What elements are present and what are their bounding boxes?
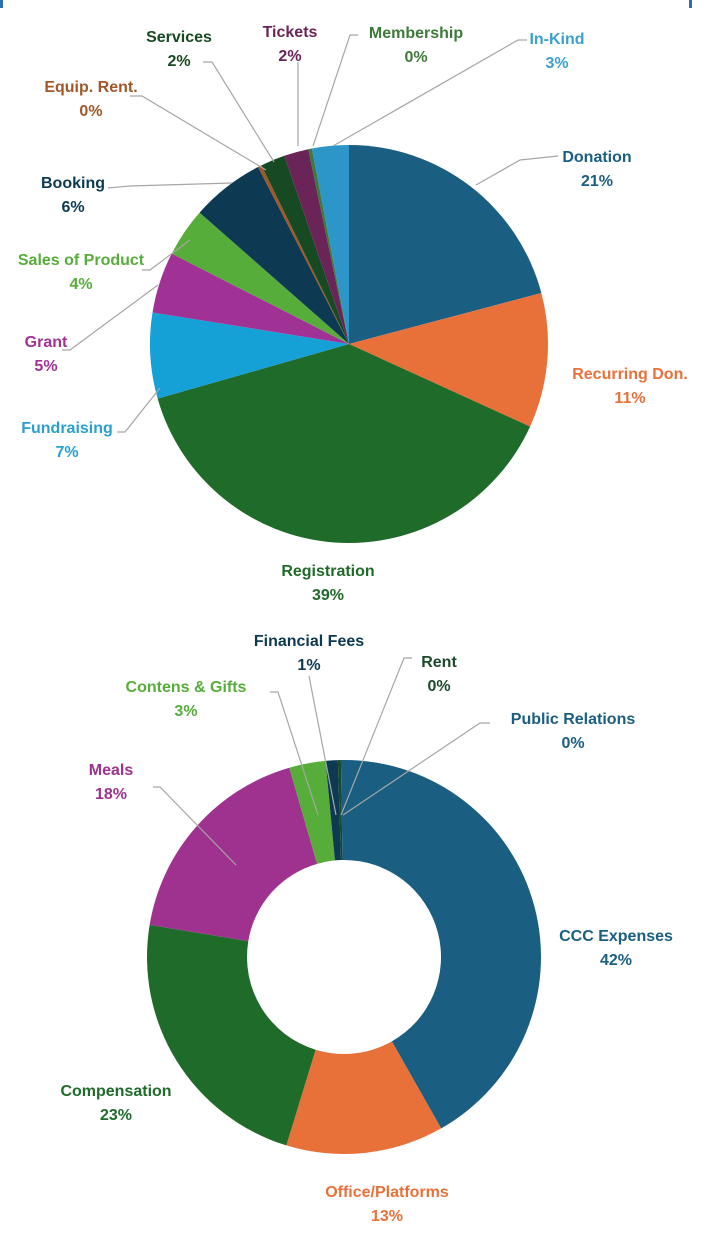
data-label: Membership 0% [369,22,463,70]
data-label: Equip. Rent. 0% [44,76,137,124]
leader-line [153,786,237,866]
donut-slice-financial-fees [325,760,341,861]
leader-line [203,61,275,163]
category-label: Office/Platforms [325,1184,449,1201]
pie-slice-fundraising [150,312,349,399]
category-label: Registration [281,563,375,580]
percent-label: 3% [545,55,569,72]
data-label: In-Kind 3% [529,28,584,76]
leader-line [475,155,559,186]
pie-slice-tickets [284,149,349,344]
percent-label: 0% [404,49,428,66]
category-label: Rent [421,654,457,671]
category-label: Services [146,29,212,46]
donut-slice-office-platforms [286,1041,442,1155]
pie-slice-equip-rent- [258,165,349,344]
percent-label: 23% [99,1107,133,1124]
data-label: Recurring Don. 11% [572,363,688,411]
leader-line [312,34,358,147]
data-label: Registration 39% [281,560,374,608]
percent-label: 4% [69,276,93,293]
pie-slice-recurring-don- [349,292,548,427]
data-label: Fundraising 7% [21,417,113,465]
donut-slice-rent [337,760,343,861]
leader-line [308,675,337,816]
leader-line [340,657,412,816]
percent-label: 39% [311,587,345,604]
percent-label: 2% [167,53,191,70]
pie-slice-grant [152,253,349,344]
percent-label: 7% [55,444,79,461]
category-label: Equip. Rent. [44,79,138,96]
data-label: Rent 0% [421,651,457,699]
percent-label: 42% [599,952,633,969]
percent-label: 6% [61,199,85,216]
category-label: Contens & Gifts [125,679,247,696]
data-label: Public Relations 0% [511,708,635,756]
data-label: Meals 18% [89,759,133,807]
leader-line [62,284,159,351]
percent-label: 21% [580,173,614,190]
donut-slice-contens-gifts [289,760,335,864]
data-label: Tickets 2% [263,21,318,69]
category-label: Compensation [60,1083,172,1100]
pie-slice-sales-of-product [171,212,349,344]
pie-slice-services [261,155,349,344]
percent-label: 0% [79,103,103,120]
category-label: Tickets [262,24,318,41]
pie-slice-donation [349,145,542,344]
percent-label: 2% [278,48,302,65]
percent-label: 5% [34,358,58,375]
category-label: Fundraising [21,420,113,437]
leader-line [142,239,191,271]
pie-slice-in-kind [311,145,349,344]
category-label: Recurring Don. [572,366,688,383]
donut-slice-compensation [146,924,316,1146]
category-label: Booking [41,175,105,192]
leader-line [117,387,161,433]
category-label: Grant [24,334,68,351]
leader-line [107,182,233,189]
percent-label: 0% [427,678,451,695]
percent-label: 3% [174,703,198,720]
data-label: CCC Expenses 42% [559,925,673,973]
donut-slice-ccc-expenses [344,760,542,1129]
leader-line [130,95,267,171]
leader-line [342,722,490,816]
category-label: Public Relations [510,711,636,728]
data-label: Services 2% [146,26,212,74]
percent-label: 11% [614,390,646,407]
category-label: Financial Fees [253,633,365,650]
data-label: Contens & Gifts 3% [126,676,247,724]
category-label: Sales of Product [17,252,145,269]
percent-label: 13% [370,1208,404,1225]
data-label: Grant 5% [25,331,68,379]
category-label: Meals [88,762,134,779]
data-label: Sales of Product 4% [18,249,144,297]
category-label: Donation [562,149,632,166]
data-label: Booking 6% [41,172,105,220]
category-label: In-Kind [529,31,585,48]
frame-edge-right [689,0,692,8]
donut-slice-meals [149,767,318,942]
category-label: CCC Expenses [559,928,673,945]
percent-label: 0% [561,735,585,752]
pie-slice-booking [199,167,349,344]
data-label: Donation 21% [562,146,631,194]
frame-edge-left [0,0,3,8]
leader-line [270,691,319,816]
data-label: Compensation 23% [60,1080,171,1128]
percent-label: 18% [94,786,128,803]
pie-slice-membership [308,148,349,344]
leader-line [332,39,527,147]
pie-slice-registration [157,344,531,543]
category-label: Membership [368,25,464,42]
percent-label: 1% [297,657,321,674]
data-label: Office/Platforms 13% [325,1181,449,1229]
data-label: Financial Fees 1% [254,630,364,678]
